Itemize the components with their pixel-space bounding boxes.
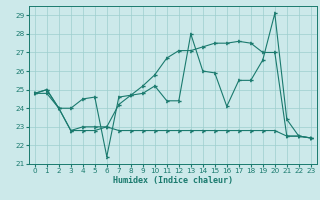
X-axis label: Humidex (Indice chaleur): Humidex (Indice chaleur) xyxy=(113,176,233,185)
